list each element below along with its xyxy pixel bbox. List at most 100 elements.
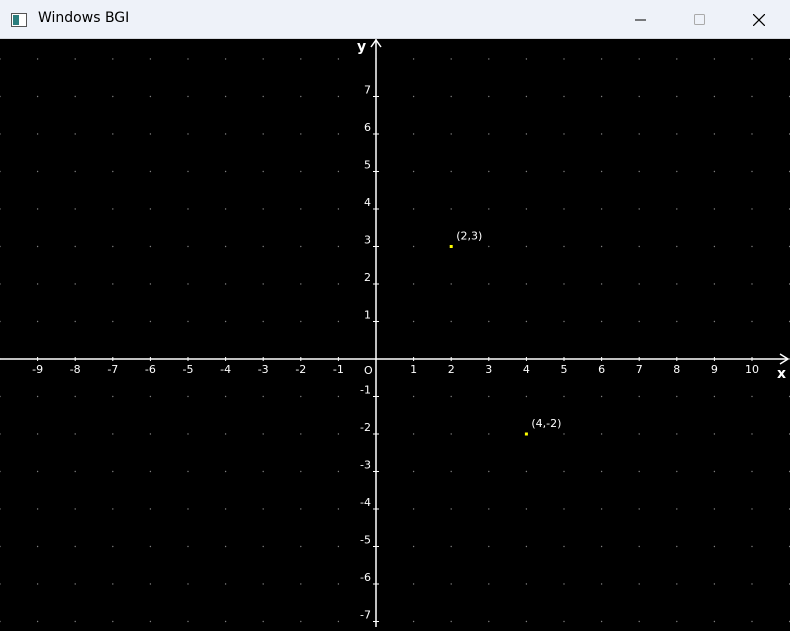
grid-dot — [149, 283, 152, 285]
x-tick-label: -5 — [183, 363, 194, 376]
grid-dot — [112, 245, 114, 248]
grid-dot — [638, 245, 640, 248]
grid-dot — [300, 320, 302, 323]
origin-label: O — [364, 364, 373, 377]
grid-dot — [337, 95, 340, 98]
grid-dot — [563, 433, 565, 435]
grid-dot — [74, 545, 76, 548]
grid-dot — [74, 58, 76, 60]
grid-dot — [262, 470, 264, 473]
grid-dot — [412, 283, 415, 285]
grid-dot — [187, 208, 189, 210]
grid-dot — [450, 95, 452, 98]
grid-dot — [149, 208, 152, 210]
grid-dot — [751, 395, 753, 398]
maximize-button[interactable] — [676, 0, 724, 39]
grid-dot — [187, 283, 189, 285]
grid-dot — [751, 320, 753, 323]
grid-dot — [713, 208, 716, 210]
grid-dot — [74, 245, 76, 248]
title-bar[interactable]: Windows BGI — [0, 0, 790, 39]
grid-dot — [751, 170, 753, 173]
grid-dot — [224, 583, 227, 585]
grid-dot — [713, 583, 716, 585]
grid-dot — [450, 58, 452, 60]
grid-dot — [300, 133, 302, 135]
grid-dot — [149, 620, 152, 623]
grid-dot — [488, 508, 490, 510]
grid-dot — [412, 433, 415, 435]
grid-dot — [676, 283, 678, 285]
x-tick-label: 7 — [636, 363, 643, 376]
grid-dot — [262, 620, 264, 623]
grid-dot — [638, 208, 640, 210]
grid-dot — [300, 245, 302, 248]
grid-dot — [224, 433, 227, 435]
grid-dot — [600, 245, 603, 248]
grid-dot — [149, 395, 152, 398]
grid-dot — [0, 58, 1, 60]
grid-dot — [337, 470, 340, 473]
grid-dot — [300, 620, 302, 623]
grid-dot — [600, 545, 603, 548]
grid-dot — [262, 508, 264, 510]
y-tick-label: -1 — [360, 384, 371, 397]
minimize-button[interactable] — [617, 0, 665, 39]
grid-dot — [638, 133, 640, 135]
close-button[interactable] — [735, 0, 783, 39]
graphics-canvas[interactable]: x y O -9 -8 -7 -6 -5 -4 -3 -2 -1 1 2 3 4 5 6 7 8 9 10 7 6 5 4… — [0, 38, 790, 627]
grid-dot — [751, 545, 753, 548]
grid-dot — [36, 245, 39, 248]
grid-dot — [224, 95, 227, 98]
grid-dot — [676, 58, 678, 60]
grid-dot — [0, 170, 1, 173]
grid-dot — [224, 395, 227, 398]
grid-dot — [112, 320, 114, 323]
grid-dot — [488, 620, 490, 623]
grid-dot — [638, 508, 640, 510]
grid-dot — [488, 170, 490, 173]
grid-dot — [638, 470, 640, 473]
grid-dot — [525, 245, 528, 248]
grid-dot — [187, 395, 189, 398]
grid-dot — [563, 320, 565, 323]
grid-dot — [676, 208, 678, 210]
grid-dot — [488, 395, 490, 398]
grid-dot — [600, 320, 603, 323]
grid-dot — [563, 208, 565, 210]
grid-dot — [36, 395, 39, 398]
grid-dot — [638, 95, 640, 98]
grid-dot — [187, 545, 189, 548]
grid-dot — [412, 620, 415, 623]
grid-dot — [676, 245, 678, 248]
grid-dot — [563, 170, 565, 173]
grid-dot — [149, 245, 152, 248]
grid-dot — [74, 95, 76, 98]
grid-dot — [149, 170, 152, 173]
grid-dot — [74, 508, 76, 510]
grid-dot — [36, 620, 39, 623]
grid-dot — [112, 395, 114, 398]
y-tick-label: 7 — [364, 84, 371, 97]
grid-dot — [112, 58, 114, 60]
grid-dot — [676, 95, 678, 98]
grid-dot — [262, 58, 264, 60]
grid-dot — [300, 508, 302, 510]
grid-dot — [412, 208, 415, 210]
grid-dot — [412, 133, 415, 135]
grid-dot — [676, 545, 678, 548]
grid-dot — [262, 95, 264, 98]
grid-dot — [187, 58, 189, 60]
x-tick-label: 6 — [598, 363, 605, 376]
grid-dot — [337, 545, 340, 548]
grid-dot — [36, 283, 39, 285]
grid-dot — [0, 508, 1, 510]
y-tick-label: -4 — [360, 496, 371, 509]
grid-dot — [262, 283, 264, 285]
grid-dot — [488, 545, 490, 548]
grid-dot — [638, 320, 640, 323]
grid-dot — [450, 283, 452, 285]
grid-dot — [600, 283, 603, 285]
grid-dot — [751, 208, 753, 210]
